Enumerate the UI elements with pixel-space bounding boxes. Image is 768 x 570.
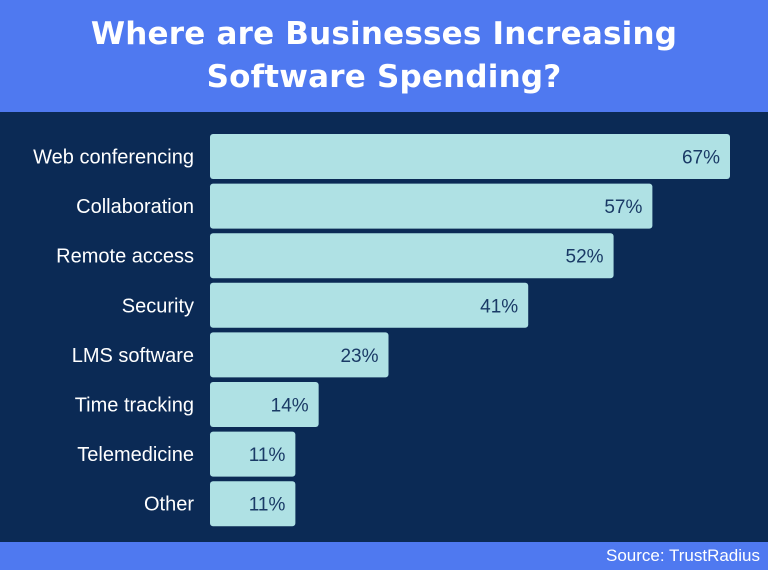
bar-lms-software <box>210 332 389 378</box>
category-label: Web conferencing <box>33 147 194 169</box>
bar-telemedicine <box>210 431 296 477</box>
bar-other <box>210 481 296 527</box>
bar-web-conferencing <box>210 134 730 179</box>
category-label: Remote access <box>56 246 194 268</box>
footer-banner: Source: TrustRadius <box>0 542 768 570</box>
value-label: 11% <box>249 495 286 516</box>
bar-time-tracking <box>210 382 319 427</box>
bar-collaboration <box>210 183 653 229</box>
bar-security <box>210 282 529 328</box>
category-label: LMS software <box>72 345 194 367</box>
value-label: 57% <box>604 197 642 218</box>
bar-remote-access <box>210 233 614 279</box>
chart-title: Where are Businesses Increasing Software… <box>90 16 678 95</box>
chart-area: Web conferencing 67% Collaboration 57% Remot… <box>0 112 768 542</box>
category-label: Security <box>122 295 194 317</box>
bar-chart: Web conferencing 67% Collaboration 57% Remot… <box>33 134 730 527</box>
value-label: 14% <box>271 396 309 417</box>
value-label: 67% <box>682 148 720 169</box>
value-label: 11% <box>249 445 286 466</box>
category-label: Other <box>144 494 194 516</box>
category-label: Time tracking <box>75 395 194 417</box>
value-label: 23% <box>340 346 378 367</box>
value-label: 41% <box>480 296 518 317</box>
category-label: Telemedicine <box>77 444 194 466</box>
source-credit: Source: TrustRadius <box>605 546 760 565</box>
value-label: 52% <box>566 247 604 268</box>
title-banner: Where are Businesses Increasing Software… <box>0 0 768 112</box>
category-label: Collaboration <box>76 196 194 218</box>
